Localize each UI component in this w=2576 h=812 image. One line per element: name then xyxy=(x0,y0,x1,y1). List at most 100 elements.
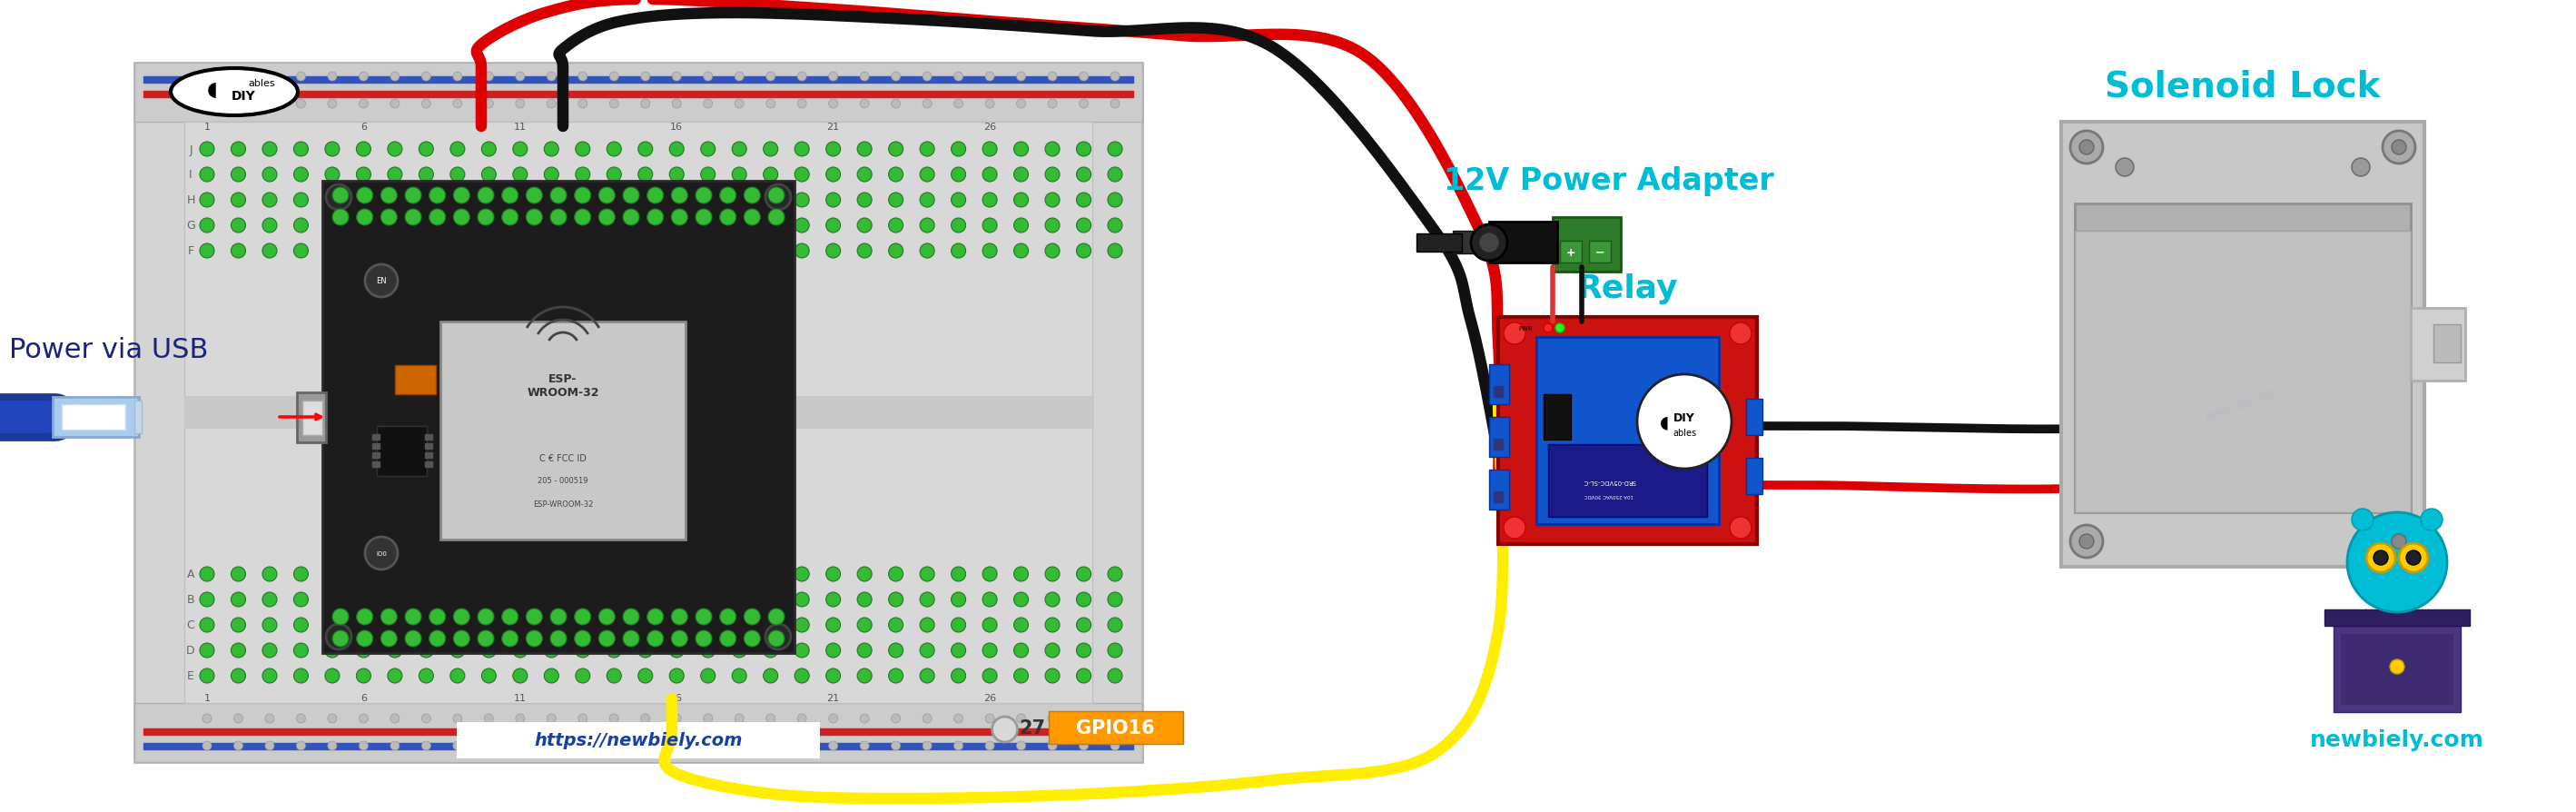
Circle shape xyxy=(672,188,688,204)
Circle shape xyxy=(641,100,649,109)
Circle shape xyxy=(451,567,464,581)
Circle shape xyxy=(765,714,775,723)
Circle shape xyxy=(951,244,966,258)
Text: 1: 1 xyxy=(204,693,211,702)
Bar xyxy=(425,434,433,440)
Text: 12V Power Adapter: 12V Power Adapter xyxy=(1443,166,1775,197)
Bar xyxy=(1543,395,1571,440)
Text: E: E xyxy=(188,670,193,682)
Text: ESP-WROOM-32: ESP-WROOM-32 xyxy=(533,499,592,507)
Circle shape xyxy=(1077,142,1092,157)
Circle shape xyxy=(858,593,871,607)
Circle shape xyxy=(981,244,997,258)
Circle shape xyxy=(611,741,618,750)
Text: D: D xyxy=(185,645,196,656)
Circle shape xyxy=(482,668,497,683)
Circle shape xyxy=(2421,509,2442,531)
Circle shape xyxy=(2398,543,2429,572)
Circle shape xyxy=(981,668,997,683)
Circle shape xyxy=(1728,517,1752,539)
Circle shape xyxy=(513,244,528,258)
Circle shape xyxy=(355,168,371,183)
Circle shape xyxy=(701,142,716,157)
Circle shape xyxy=(762,218,778,233)
Circle shape xyxy=(1110,741,1121,750)
Circle shape xyxy=(204,100,211,109)
Circle shape xyxy=(953,714,963,723)
Circle shape xyxy=(358,100,368,109)
Circle shape xyxy=(263,218,276,233)
Circle shape xyxy=(639,618,652,633)
Circle shape xyxy=(420,218,433,233)
Circle shape xyxy=(827,668,840,683)
Circle shape xyxy=(502,209,518,226)
Circle shape xyxy=(1077,593,1092,607)
Circle shape xyxy=(232,218,245,233)
Circle shape xyxy=(544,643,559,658)
Circle shape xyxy=(829,72,837,82)
Bar xyxy=(134,63,1141,762)
Bar xyxy=(1453,231,1499,254)
Circle shape xyxy=(1015,193,1028,208)
Circle shape xyxy=(515,72,526,82)
Circle shape xyxy=(953,72,963,82)
Circle shape xyxy=(265,714,273,723)
Circle shape xyxy=(201,193,214,208)
Circle shape xyxy=(294,567,309,581)
Circle shape xyxy=(703,72,714,82)
Circle shape xyxy=(641,741,649,750)
Circle shape xyxy=(544,567,559,581)
Bar xyxy=(1417,234,1463,253)
Circle shape xyxy=(953,100,963,109)
Bar xyxy=(134,401,142,434)
Circle shape xyxy=(477,609,495,625)
Circle shape xyxy=(484,72,495,82)
Circle shape xyxy=(526,188,544,204)
Circle shape xyxy=(1048,741,1056,750)
Text: 11: 11 xyxy=(513,123,526,132)
Circle shape xyxy=(981,567,997,581)
Circle shape xyxy=(420,618,433,633)
Circle shape xyxy=(332,209,348,226)
Circle shape xyxy=(551,188,567,204)
Circle shape xyxy=(544,593,559,607)
Text: I: I xyxy=(188,169,193,181)
Circle shape xyxy=(420,643,433,658)
Circle shape xyxy=(701,218,716,233)
Circle shape xyxy=(827,142,840,157)
Circle shape xyxy=(263,593,276,607)
Circle shape xyxy=(325,668,340,683)
Circle shape xyxy=(392,72,399,82)
Circle shape xyxy=(232,142,245,157)
Text: 6: 6 xyxy=(361,693,366,702)
Circle shape xyxy=(889,193,904,208)
Circle shape xyxy=(1108,643,1123,658)
Bar xyxy=(1489,222,1558,263)
Circle shape xyxy=(891,100,902,109)
Circle shape xyxy=(332,188,348,204)
Circle shape xyxy=(482,618,497,633)
Circle shape xyxy=(608,142,621,157)
Circle shape xyxy=(858,193,871,208)
Circle shape xyxy=(984,714,994,723)
Circle shape xyxy=(793,567,809,581)
Circle shape xyxy=(484,741,495,750)
Circle shape xyxy=(513,668,528,683)
Circle shape xyxy=(1015,567,1028,581)
Circle shape xyxy=(201,567,214,581)
Circle shape xyxy=(2383,132,2416,164)
Circle shape xyxy=(325,244,340,258)
Circle shape xyxy=(1108,618,1123,633)
Text: H: H xyxy=(185,195,196,206)
Circle shape xyxy=(701,593,716,607)
Circle shape xyxy=(574,209,590,226)
Circle shape xyxy=(404,631,422,647)
Circle shape xyxy=(799,72,806,82)
Text: Solenoid Lock: Solenoid Lock xyxy=(2105,69,2380,103)
Bar xyxy=(1489,365,1510,404)
Circle shape xyxy=(670,593,685,607)
Circle shape xyxy=(358,72,368,82)
Circle shape xyxy=(639,567,652,581)
Circle shape xyxy=(765,72,775,82)
Circle shape xyxy=(799,714,806,723)
